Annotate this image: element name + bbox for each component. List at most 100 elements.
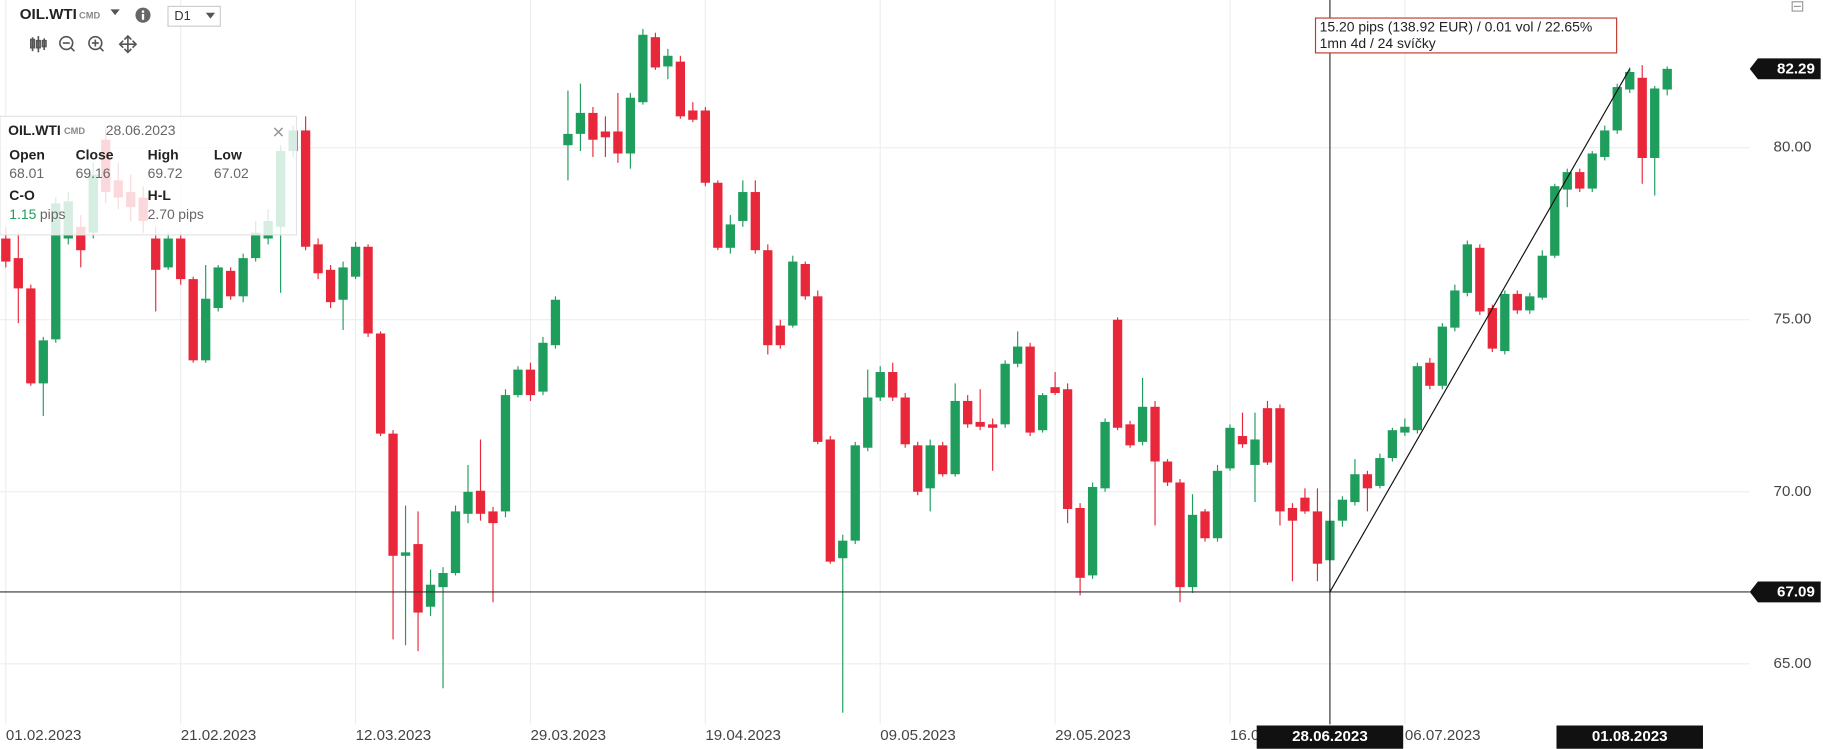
candle-body <box>1487 308 1497 349</box>
candle-body <box>638 34 648 103</box>
candle-body <box>1 238 11 262</box>
candle-body <box>1475 247 1485 312</box>
candle-body <box>350 246 361 277</box>
candle-body <box>763 250 773 346</box>
candle-body <box>201 298 211 361</box>
price-marker <box>1749 58 1821 80</box>
symbol-dropdown[interactable] <box>110 9 120 16</box>
field-value: 69.72 <box>148 165 183 181</box>
candle-body <box>963 400 973 425</box>
candle-body <box>1225 427 1235 469</box>
candle-body <box>1112 319 1123 428</box>
candle-body <box>950 400 960 475</box>
candle-body <box>388 433 398 556</box>
field-value: 67.02 <box>214 165 249 181</box>
candle-body <box>325 269 336 303</box>
hl-unit: pips <box>178 206 204 222</box>
field-label: Close <box>76 146 114 162</box>
candle-body <box>1350 474 1360 503</box>
zoom-in[interactable] <box>88 35 105 52</box>
symbol[interactable]: OIL.WTI <box>20 6 77 23</box>
candle-body <box>1462 244 1472 293</box>
price-marker-label: 67.09 <box>1777 583 1815 600</box>
candle-body <box>700 110 710 183</box>
candle-body <box>1450 290 1460 328</box>
candle-tool[interactable] <box>29 36 47 53</box>
candle-body <box>38 340 48 384</box>
candle-body <box>775 325 785 346</box>
candle-body <box>450 511 461 573</box>
candle-body <box>663 55 673 67</box>
candle-body <box>1200 511 1210 539</box>
candle-body <box>813 296 823 442</box>
field-label: High <box>148 146 179 162</box>
co-text: 1.15 pips <box>9 206 65 222</box>
candle-body <box>300 130 311 247</box>
timeframe: D1 <box>174 8 190 23</box>
candle-body <box>688 110 698 120</box>
candle-body <box>226 270 236 297</box>
candle-body <box>1562 172 1572 190</box>
hl-text: 2.70 pips <box>148 206 204 222</box>
candle-body <box>338 267 348 300</box>
candle-body <box>1162 461 1173 483</box>
candle-body <box>975 421 985 427</box>
hl-value: 2.70 <box>148 206 175 222</box>
candle-body <box>513 369 523 396</box>
candle-body <box>463 491 473 514</box>
tooltip-symbol: OIL.WTI <box>8 122 61 138</box>
candle-body <box>1000 363 1010 425</box>
candle-body <box>188 279 198 361</box>
candle-body <box>1625 71 1635 90</box>
zoom-out[interactable] <box>59 35 75 52</box>
candle-body <box>1387 430 1398 459</box>
candle-body <box>900 397 910 445</box>
co-label: C-O <box>9 187 35 203</box>
candle-body <box>1037 395 1048 431</box>
tooltip-date: 28.06.2023 <box>106 122 176 138</box>
candle-body <box>176 238 186 280</box>
measure-box: 15.20 pips (138.92 EUR) / 0.01 vol / 22.… <box>1314 17 1618 54</box>
candle-body <box>713 182 723 248</box>
candle-body <box>550 299 561 346</box>
ohlc-tooltip: OIL.WTI CMD 28.06.2023 Open Close High L… <box>0 115 298 236</box>
hl-label: H-L <box>148 187 172 203</box>
field-label: Open <box>9 146 45 162</box>
price-marker-label: 82.29 <box>1777 60 1815 77</box>
x-tick-label: 29.03.2023 <box>530 727 606 744</box>
candle-body <box>838 540 848 559</box>
timeframe-arrow <box>205 12 216 19</box>
candle-body <box>1650 88 1660 158</box>
tooltip-close[interactable] <box>273 127 284 137</box>
candle-body <box>913 445 923 492</box>
candle-body <box>313 244 323 274</box>
window-icon[interactable] <box>1791 1 1804 12</box>
candle-body <box>1437 326 1448 386</box>
candle-body <box>1375 458 1385 486</box>
candle-body <box>1237 436 1248 445</box>
co-value: 1.15 <box>9 206 36 222</box>
pan-tool[interactable] <box>118 34 138 54</box>
candle-body <box>1100 421 1110 489</box>
candle-body <box>800 263 810 297</box>
candle-body <box>888 372 898 398</box>
candle-body <box>1212 470 1223 539</box>
candle-body <box>750 192 760 251</box>
candle-body <box>1512 293 1522 311</box>
candle-body <box>938 445 948 475</box>
candle-body <box>76 226 86 251</box>
candle-body <box>1175 482 1185 588</box>
candle-body <box>1500 293 1510 352</box>
measure-line: 15.20 pips (138.92 EUR) / 0.01 vol / 22.… <box>1320 19 1593 35</box>
candle-body <box>738 192 748 221</box>
candle-body <box>625 97 636 154</box>
candle-body <box>250 232 261 259</box>
candle-body <box>650 37 661 68</box>
timeframe-select[interactable] <box>167 5 221 27</box>
trendline <box>1329 68 1631 593</box>
candle-body <box>475 490 486 514</box>
field-value: 69.16 <box>76 165 111 181</box>
candle-body <box>1287 507 1298 521</box>
candle-body <box>51 203 61 340</box>
